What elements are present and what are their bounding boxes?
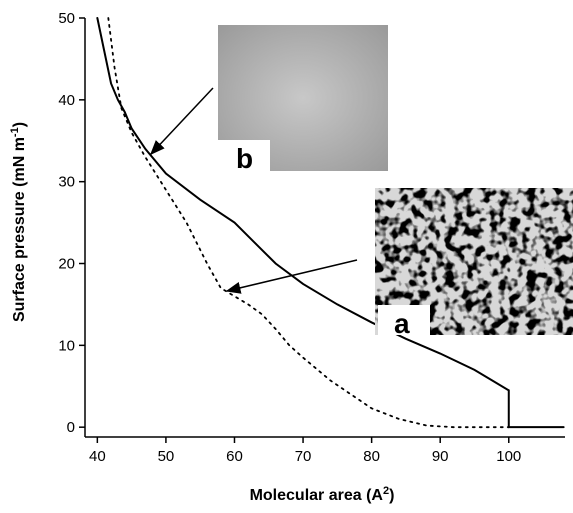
arrow	[225, 259, 358, 294]
x-axis-label: Molecular area (A2)	[250, 485, 395, 504]
y-tick-label: 50	[58, 10, 75, 27]
y-axis-label: Surface pressure (mN m-1)	[9, 122, 28, 322]
x-tick-label: 40	[89, 448, 106, 465]
x-tick-label: 80	[363, 448, 380, 465]
y-tick-label: 30	[58, 174, 75, 191]
y-tick-label: 10	[58, 337, 75, 354]
inset-image-a	[375, 188, 573, 335]
y-tick-label: 20	[58, 256, 75, 273]
y-axis-label-text: Surface pressure (mN m	[11, 137, 28, 322]
y-axis-label-text: )	[11, 122, 28, 127]
annotation: a	[394, 308, 410, 339]
y-axis-label-sup: -1	[9, 127, 21, 137]
arrow	[149, 87, 214, 156]
x-axis-label-sup: 2	[383, 485, 389, 497]
x-tick-label: 90	[432, 448, 449, 465]
x-tick-label: 60	[226, 448, 243, 465]
plot-area: 40 50 60 70 80 90 100 0 10 20 30 40 50	[58, 10, 565, 465]
x-tick-label: 50	[158, 448, 175, 465]
y-tick-label: 0	[67, 419, 75, 436]
x-tick-label: 100	[496, 448, 521, 465]
x-tick-label: 70	[295, 448, 312, 465]
annotation: b	[236, 143, 253, 174]
inset-image-b	[218, 25, 388, 171]
y-tick-label: 40	[58, 92, 75, 109]
x-axis-label-text: )	[389, 487, 394, 504]
x-axis-label-text: Molecular area (A	[250, 487, 384, 504]
data-line	[107, 17, 510, 429]
